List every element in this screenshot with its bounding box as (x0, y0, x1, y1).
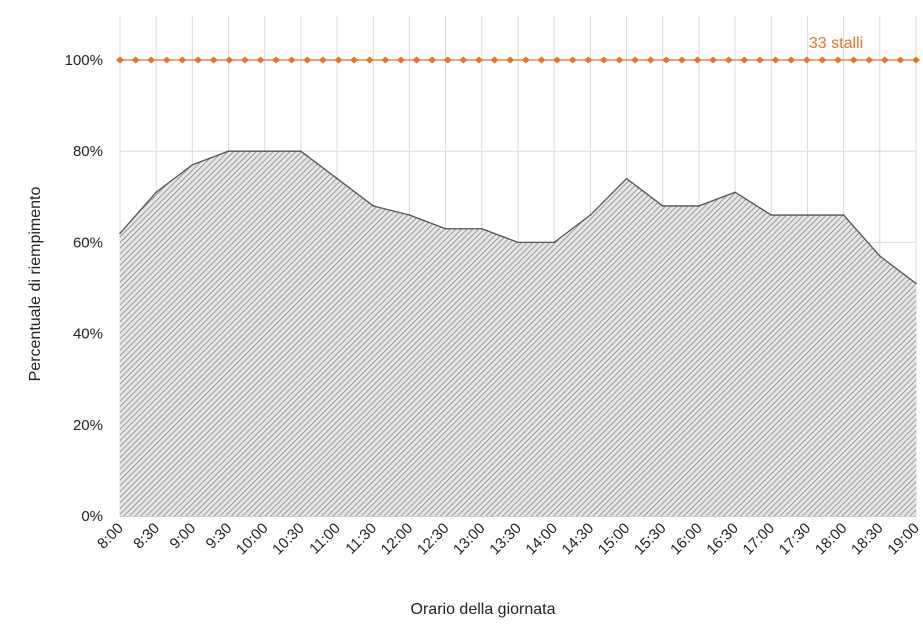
y-tick-label: 40% (73, 326, 103, 343)
x-tick-label: 18:30 (848, 520, 887, 559)
x-tick-label: 15:00 (595, 520, 634, 559)
data-point (481, 227, 483, 230)
x-tick-label: 13:00 (450, 520, 489, 559)
y-tick-label: 100% (65, 52, 103, 69)
data-point (155, 191, 157, 194)
data-point (553, 241, 555, 244)
capacity-reference-line (116, 56, 920, 64)
y-tick-label: 80% (73, 143, 103, 160)
x-tick-label: 14:00 (522, 520, 561, 559)
x-axis-ticks: 8:00 8:30 9:00 9:3010:0010:3011:0011:3012:0… (94, 520, 923, 559)
x-tick-label: 10:00 (233, 520, 272, 559)
data-point (408, 214, 411, 216)
capacity-label: 33 stalli (809, 35, 863, 52)
x-tick-label: 16:00 (667, 520, 706, 559)
x-tick-label: 17:00 (740, 520, 779, 559)
x-tick-label: 12:30 (414, 520, 453, 559)
data-point (336, 177, 338, 180)
data-point (263, 150, 266, 152)
data-point (589, 214, 592, 216)
data-point (227, 150, 230, 152)
area-fill (120, 151, 916, 516)
data-point (806, 214, 809, 216)
data-point (191, 164, 194, 166)
x-tick-label: 13:30 (486, 520, 525, 559)
x-tick-label: 10:30 (269, 520, 308, 559)
data-point (300, 150, 302, 152)
y-axis-ticks: 0% 20% 40% 60% 80% 100% (65, 52, 103, 525)
x-tick-label: 12:00 (378, 520, 417, 559)
data-point (734, 191, 736, 194)
data-point (879, 255, 881, 257)
data-point (372, 205, 375, 207)
x-tick-label: 11:30 (342, 520, 380, 558)
data-point (770, 214, 773, 216)
x-tick-label: 14:30 (559, 520, 598, 559)
data-point (842, 214, 845, 216)
x-tick-label: 18:00 (812, 520, 851, 559)
data-point (625, 177, 628, 180)
data-point (444, 227, 447, 230)
y-tick-label: 0% (81, 508, 103, 525)
area-series (119, 150, 917, 516)
data-point (119, 232, 121, 235)
x-tick-label: 16:30 (703, 520, 742, 559)
data-point (517, 241, 519, 244)
x-tick-label: 17:30 (776, 520, 815, 559)
data-point (698, 205, 700, 207)
x-tick-label: 19:00 (884, 520, 923, 559)
x-tick-label: 9:30 (203, 520, 236, 553)
y-axis-title: Percentuale di riempimento (27, 187, 44, 382)
y-tick-label: 60% (73, 234, 103, 251)
x-axis-title: Orario della giornata (411, 601, 556, 618)
data-point (661, 205, 664, 207)
data-point (915, 282, 917, 285)
y-tick-label: 20% (73, 417, 103, 434)
x-tick-label: 15:30 (631, 520, 670, 559)
x-tick-label: 8:30 (130, 520, 163, 553)
x-tick-label: 11:00 (306, 520, 344, 558)
x-tick-label: 9:00 (167, 520, 200, 553)
